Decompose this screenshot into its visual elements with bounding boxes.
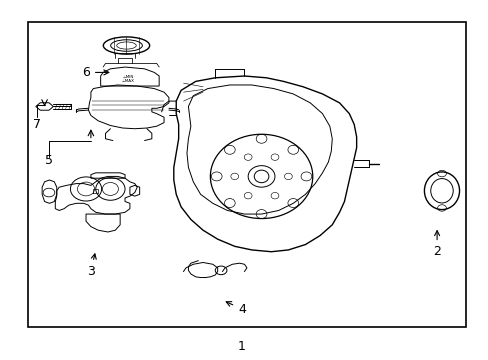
Text: 1: 1 [238,340,245,353]
Text: 2: 2 [432,231,440,258]
Text: 6: 6 [82,66,109,79]
Text: ⚠MIN: ⚠MIN [122,75,134,79]
Text: 3: 3 [87,254,96,278]
Text: 5: 5 [45,154,53,167]
Text: 7: 7 [33,118,41,131]
Text: 4: 4 [226,302,245,316]
Bar [27,22,466,327]
Text: ⚠MAX: ⚠MAX [122,80,135,84]
